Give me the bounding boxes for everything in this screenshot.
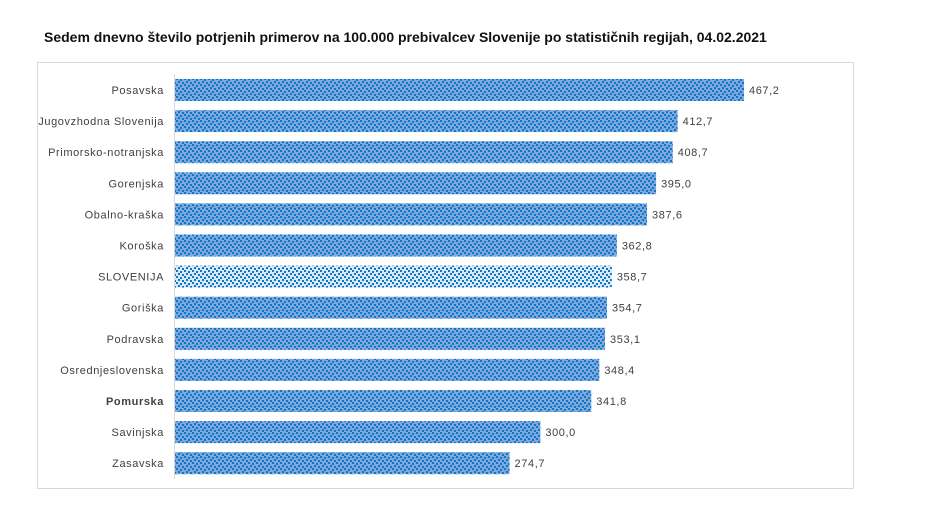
data-label: 300,0: [545, 427, 576, 439]
data-label: 412,7: [683, 116, 714, 128]
data-label: 395,0: [661, 178, 692, 190]
data-label: 354,7: [612, 303, 643, 315]
bar-5: [175, 234, 617, 257]
data-label: 467,2: [749, 85, 780, 97]
category-label: Goriška: [122, 303, 164, 315]
category-label: Gorenjska: [108, 178, 164, 190]
bar-6: [175, 265, 612, 288]
data-label: 274,7: [515, 458, 546, 470]
bar-7: [175, 296, 607, 319]
data-label: 341,8: [596, 396, 627, 408]
bar-10: [175, 390, 592, 412]
category-label: Posavska: [112, 85, 165, 97]
bar-3: [175, 172, 657, 195]
chart-frame: [37, 62, 854, 489]
category-label: Podravska: [107, 334, 165, 346]
bar-12: [175, 452, 510, 475]
category-label: Osrednjeslovenska: [60, 365, 164, 377]
bar-9: [175, 358, 600, 381]
category-label: Obalno-kraška: [85, 209, 165, 221]
category-label: SLOVENIJA: [98, 272, 164, 284]
category-label: Pomurska: [106, 396, 164, 408]
category-label: Jugovzhodna Slovenija: [38, 116, 164, 128]
chart-title: Sedem dnevno število potrjenih primerov …: [44, 29, 767, 45]
category-label: Savinjska: [112, 427, 165, 439]
data-label: 358,7: [617, 272, 648, 284]
data-label: 348,4: [604, 365, 635, 377]
bar-4: [175, 203, 648, 226]
data-label: 353,1: [610, 334, 641, 346]
data-label: 387,6: [652, 209, 683, 221]
bar-1: [175, 110, 678, 133]
bar-11: [175, 421, 541, 444]
bar-8: [175, 327, 606, 350]
category-label: Koroška: [119, 241, 164, 253]
data-label: 408,7: [678, 147, 709, 159]
category-label: Primorsko-notranjska: [48, 147, 164, 159]
data-label: 362,8: [622, 241, 653, 253]
bar-0: [175, 79, 744, 101]
bar-2: [175, 141, 673, 164]
category-label: Zasavska: [112, 458, 164, 470]
